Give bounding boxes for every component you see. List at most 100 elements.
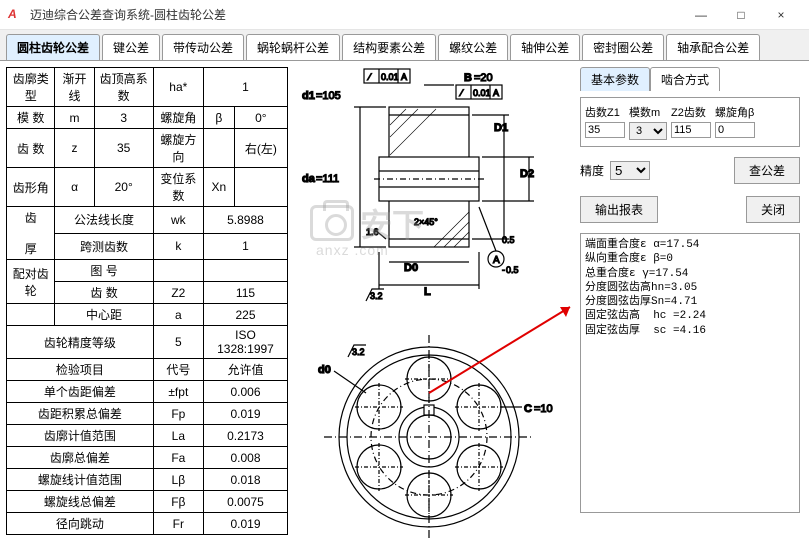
svg-text:3.2: 3.2 [352, 347, 365, 357]
output-text: 端面重合度ε α=17.54 纵向重合度ε β=0 总重合度ε γ=17.54 … [580, 233, 800, 513]
table-cell: 径向跳动 [7, 513, 154, 535]
window-title: 迈迪综合公差查询系统-圆柱齿轮公差 [30, 6, 681, 23]
table-cell: ISO 1328:1997 [203, 326, 287, 359]
query-button[interactable]: 查公差 [734, 157, 800, 184]
input-2[interactable] [671, 122, 711, 138]
minimize-button[interactable]: — [681, 0, 721, 30]
svg-text:C: C [524, 403, 532, 415]
table-cell: 3 [94, 107, 153, 129]
table-cell: β [203, 107, 234, 129]
table-cell [234, 168, 287, 207]
svg-text:A: A [401, 72, 407, 82]
table-cell: ±fpt [153, 381, 203, 403]
svg-text:0.5: 0.5 [506, 265, 519, 275]
table-cell: Fp [153, 403, 203, 425]
table-cell [7, 304, 55, 326]
table-cell: Fa [153, 447, 203, 469]
table-cell: 齿廓计值范围 [7, 425, 154, 447]
svg-text:=20: =20 [474, 72, 493, 84]
table-cell: Lβ [153, 469, 203, 491]
svg-text:L: L [424, 286, 431, 298]
parameter-table-panel: 齿廓类型渐开线齿顶高系数ha*1模 数m3螺旋角β0°齿 数z35螺旋方向右(左… [6, 67, 288, 550]
table-cell: 齿廓总偏差 [7, 447, 154, 469]
table-cell: 中心距 [55, 304, 153, 326]
report-button[interactable]: 输出报表 [580, 196, 658, 223]
table-cell: 0° [234, 107, 287, 129]
table-cell: 螺旋角 [153, 107, 203, 129]
input-0[interactable] [585, 122, 625, 138]
parameter-table: 齿廓类型渐开线齿顶高系数ha*1模 数m3螺旋角β0°齿 数z35螺旋方向右(左… [6, 67, 288, 535]
precision-select[interactable]: 5 [610, 161, 650, 180]
app-icon: A [8, 7, 24, 23]
input-label: 齿数Z1 [585, 104, 625, 120]
svg-text:=111: =111 [316, 173, 339, 185]
svg-text:1.6: 1.6 [366, 227, 379, 237]
tab-3[interactable]: 蜗轮蜗杆公差 [246, 34, 340, 60]
table-cell: 螺旋线计值范围 [7, 469, 154, 491]
table-cell: 0.018 [203, 469, 287, 491]
sub-tabs: 基本参数啮合方式 [580, 67, 800, 91]
svg-text:=10: =10 [534, 403, 553, 415]
table-cell: Xn [203, 168, 234, 207]
table-cell: 检验项目 [7, 359, 154, 381]
precision-label: 精度 [580, 162, 604, 179]
table-cell: 变位系数 [153, 168, 203, 207]
table-cell: 0.2173 [203, 425, 287, 447]
svg-text:-: - [502, 265, 505, 275]
table-cell: 5 [153, 326, 203, 359]
diagram-panel: ⁄ 0.01 A ⁄ 0.01 A B =20 d1 =105 [294, 67, 574, 550]
titlebar: A 迈迪综合公差查询系统-圆柱齿轮公差 — □ × [0, 0, 809, 30]
table-cell: 0.008 [203, 447, 287, 469]
close-button[interactable]: × [761, 0, 801, 30]
table-cell: 225 [203, 304, 287, 326]
svg-text:2×45°: 2×45° [414, 217, 438, 227]
svg-text:da: da [302, 173, 316, 185]
svg-text:D1: D1 [494, 122, 508, 134]
table-cell: 齿廓类型 [7, 68, 55, 107]
table-cell: 35 [94, 129, 153, 168]
table-cell: La [153, 425, 203, 447]
tab-4[interactable]: 结构要素公差 [342, 34, 436, 60]
input-label: Z2齿数 [671, 104, 711, 120]
table-cell: ha* [153, 68, 203, 107]
table-cell: a [153, 304, 203, 326]
table-cell: 0.0075 [203, 491, 287, 513]
table-cell: Fr [153, 513, 203, 535]
table-cell: m [55, 107, 94, 129]
table-cell: z [55, 129, 94, 168]
input-1[interactable]: 3 [629, 122, 667, 140]
svg-text:0.5: 0.5 [502, 235, 515, 245]
svg-text:A: A [493, 88, 499, 98]
tab-6[interactable]: 轴伸公差 [510, 34, 580, 60]
close-panel-button[interactable]: 关闭 [746, 196, 800, 223]
table-cell: 0.006 [203, 381, 287, 403]
tab-2[interactable]: 带传动公差 [162, 34, 244, 60]
table-cell: 单个齿距偏差 [7, 381, 154, 403]
tab-7[interactable]: 密封圈公差 [582, 34, 664, 60]
table-cell: Fβ [153, 491, 203, 513]
table-cell: 齿顶高系数 [94, 68, 153, 107]
svg-text:⁄: ⁄ [459, 88, 464, 98]
svg-text:0.01: 0.01 [381, 72, 399, 82]
table-cell: 代号 [153, 359, 203, 381]
table-cell: 齿 数 [7, 129, 55, 168]
table-cell: 螺旋线总偏差 [7, 491, 154, 513]
tab-5[interactable]: 螺纹公差 [438, 34, 508, 60]
gear-diagram: ⁄ 0.01 A ⁄ 0.01 A B =20 d1 =105 [294, 67, 574, 547]
input-label: 螺旋角β [715, 104, 755, 120]
svg-text:d1: d1 [302, 90, 315, 102]
tab-8[interactable]: 轴承配合公差 [666, 34, 760, 60]
maximize-button[interactable]: □ [721, 0, 761, 30]
table-cell: 0.019 [203, 403, 287, 425]
tab-0[interactable]: 圆柱齿轮公差 [6, 34, 100, 60]
svg-text:=105: =105 [316, 90, 341, 102]
subtab-1[interactable]: 啮合方式 [650, 67, 720, 91]
subtab-0[interactable]: 基本参数 [580, 67, 650, 91]
input-row: 齿数Z1模数m3Z2齿数螺旋角β [580, 97, 800, 147]
table-cell: 齿轮精度等级 [7, 326, 154, 359]
svg-text:⁄: ⁄ [367, 72, 372, 82]
table-cell: 1 [203, 68, 287, 107]
svg-text:3.2: 3.2 [370, 291, 383, 301]
tab-1[interactable]: 键公差 [102, 34, 160, 60]
input-3[interactable] [715, 122, 755, 138]
